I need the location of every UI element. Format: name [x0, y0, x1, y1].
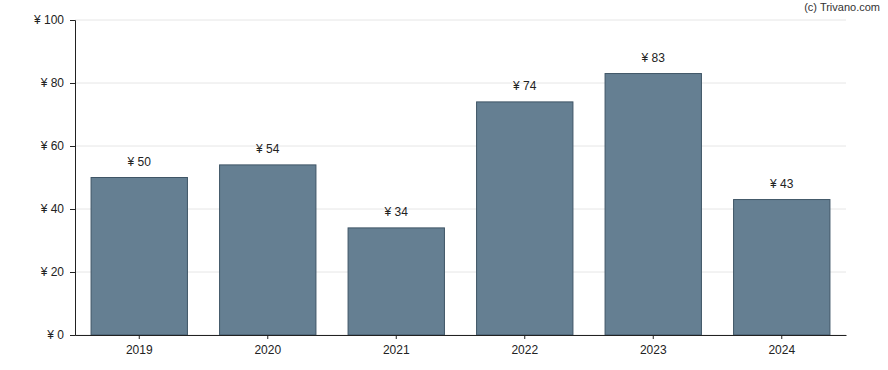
x-tick-label: 2019 [126, 343, 153, 357]
bar [734, 200, 830, 335]
x-tick-label: 2022 [511, 343, 538, 357]
chart: ¥ 50¥ 54¥ 34¥ 74¥ 83¥ 43¥ 0¥ 20¥ 40¥ 60¥… [0, 0, 888, 370]
y-tick-mark [70, 20, 75, 21]
y-axis: ¥ 0 ¥ 20 ¥ 40 ¥ 60 ¥ 80 ¥ 100 [33, 13, 76, 342]
grid-line [75, 146, 846, 147]
y-tick: ¥ 80 [40, 76, 75, 90]
x-tick-label: 2020 [254, 343, 281, 357]
grid-line [75, 209, 846, 210]
x-tick-mark [267, 335, 268, 339]
y-tick: ¥ 100 [33, 13, 75, 27]
y-tick: ¥ 60 [40, 139, 75, 153]
grid-line [75, 335, 846, 336]
y-tick: ¥ 0 [46, 328, 75, 342]
y-tick-label: ¥ 60 [40, 139, 65, 153]
x-axis-line [76, 335, 847, 336]
bar [477, 102, 573, 335]
data-label: ¥ 83 [641, 51, 666, 65]
x-tick-mark [139, 335, 140, 339]
y-tick-mark [70, 272, 75, 273]
grid-line [75, 272, 846, 273]
grid-line [75, 20, 846, 21]
x-tick-label: 2024 [768, 343, 795, 357]
x-tick-mark [524, 335, 525, 339]
y-tick: ¥ 40 [40, 202, 75, 216]
bar [605, 74, 701, 335]
y-tick-mark [70, 335, 75, 336]
y-tick-mark [70, 209, 75, 210]
x-tick-mark [396, 335, 397, 339]
bar [91, 178, 187, 336]
data-labels: ¥ 50 ¥ 54 ¥ 34 ¥ 74 ¥ 83 ¥ 43 [127, 51, 794, 219]
y-tick-label: ¥ 0 [46, 328, 64, 342]
x-tick: 2021 [383, 335, 410, 357]
x-tick: 2022 [511, 335, 538, 357]
bar [348, 228, 444, 335]
data-label: ¥ 50 [127, 155, 152, 169]
x-tick: 2024 [768, 335, 795, 357]
data-label: ¥ 74 [512, 79, 537, 93]
data-label: ¥ 43 [769, 177, 794, 191]
plot: ¥ 50¥ 54¥ 34¥ 74¥ 83¥ 43¥ 0¥ 20¥ 40¥ 60¥… [33, 13, 847, 356]
x-tick-mark [781, 335, 782, 339]
x-tick-label: 2021 [383, 343, 410, 357]
grid [75, 20, 846, 335]
bar [220, 165, 316, 335]
y-axis-line [70, 21, 76, 336]
bars [91, 74, 830, 335]
y-tick-label: ¥ 40 [40, 202, 65, 216]
x-tick: 2020 [254, 335, 281, 357]
y-tick-label: ¥ 20 [40, 265, 65, 279]
x-tick-mark [653, 335, 654, 339]
x-tick: 2023 [640, 335, 667, 357]
y-tick-mark [70, 146, 75, 147]
x-tick-label: 2023 [640, 343, 667, 357]
grid-line [75, 83, 846, 84]
y-tick-label: ¥ 100 [33, 13, 64, 27]
y-tick: ¥ 20 [40, 265, 75, 279]
y-tick-label: ¥ 80 [40, 76, 65, 90]
annotation: (c) Trivano.com [804, 1, 880, 13]
data-label: ¥ 54 [255, 142, 280, 156]
x-tick: 2019 [126, 335, 153, 357]
x-axis: 2019 2020 2021 2022 2023 2024 [76, 335, 847, 357]
data-label: ¥ 34 [384, 205, 409, 219]
y-tick-mark [70, 83, 75, 84]
